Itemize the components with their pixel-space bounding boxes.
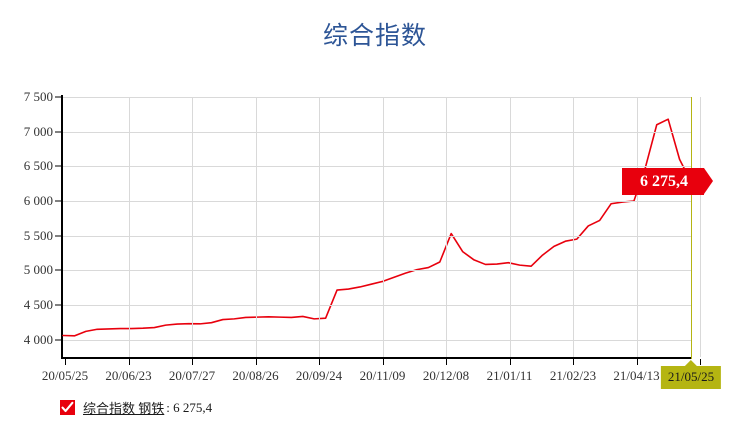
y-axis-tick-label: 4 500: [23, 297, 53, 312]
legend-series-value: : 6 275,4: [166, 399, 213, 415]
x-axis-tick-label: 20/12/08: [422, 368, 470, 383]
gridline-vertical: [319, 97, 320, 357]
x-axis-tick: [573, 359, 574, 365]
y-axis-tick-label: 4 000: [23, 331, 53, 347]
y-axis-tick-label: 6 500: [23, 158, 53, 174]
x-axis-cursor-label[interactable]: 21/05/25: [660, 360, 722, 389]
plot-area[interactable]: [62, 97, 701, 357]
x-axis-tick: [509, 359, 511, 365]
x-axis-tick-label: 21/04/13: [613, 368, 660, 383]
page-title: 综合指数: [322, 23, 427, 50]
legend-checkbox-icon[interactable]: [60, 400, 75, 415]
gridline-horizontal: [63, 97, 691, 98]
y-axis-tick: [55, 269, 61, 271]
gridline-vertical: [636, 97, 638, 357]
gridline-horizontal: [63, 235, 691, 237]
y-axis-tick-label: 6 000: [23, 193, 53, 208]
x-axis-tick-label: 21/01/11: [486, 368, 533, 383]
y-axis-line: [61, 95, 63, 359]
x-axis-tick-label: 20/05/25: [41, 368, 89, 383]
y-axis-tick: [55, 165, 61, 167]
gridline-horizontal: [63, 305, 691, 306]
gridline-vertical: [192, 97, 193, 357]
x-axis-tick-label: 20/07/27: [168, 368, 216, 383]
x-axis-tick-label: 20/11/09: [359, 368, 406, 383]
gridline-vertical: [128, 97, 130, 357]
gridline-vertical: [446, 97, 447, 357]
cursor-line: [691, 97, 692, 359]
y-axis-tick-label: 7 500: [23, 89, 53, 104]
gridline-vertical: [509, 97, 511, 357]
y-axis-tick: [55, 235, 61, 237]
gridline-horizontal: [63, 270, 691, 272]
gridline-horizontal: [63, 339, 691, 341]
y-axis-tick: [55, 131, 61, 133]
x-axis-tick-label: 21/02/23: [549, 368, 597, 383]
x-axis-line: [61, 357, 692, 359]
gridline-vertical: [255, 97, 257, 357]
x-axis-tick: [636, 359, 638, 365]
y-axis-tick-label: 5 000: [23, 262, 53, 278]
y-axis-labels: 4 000 4 500 5 000 5 500 6 000 6 500 7 000 7 500: [0, 0, 53, 428]
y-axis-tick-label: 5 500: [23, 227, 53, 243]
x-axis-tick: [382, 359, 384, 365]
x-axis-tick-label: 20/09/24: [295, 368, 343, 383]
gridline-vertical: [700, 97, 701, 357]
series-path: [62, 118, 692, 337]
x-axis-tick-label: 20/08/26: [232, 368, 279, 383]
x-axis-tick: [192, 359, 193, 365]
x-axis-tick: [65, 359, 66, 365]
y-axis-tick: [55, 339, 61, 341]
x-axis-tick: [700, 359, 701, 365]
series-line-comprehensive-index: [62, 118, 692, 337]
x-axis-tick: [319, 359, 320, 365]
value-callout-badge: 6 275,4: [622, 168, 713, 196]
y-axis-tick: [55, 304, 61, 306]
gridline-horizontal: [63, 166, 691, 168]
x-axis-tick: [128, 359, 130, 365]
x-axis-tick-label: 20/06/23: [105, 368, 152, 383]
gridline-horizontal: [63, 201, 691, 202]
x-axis-tick: [255, 359, 257, 365]
x-axis-tick: [446, 359, 447, 365]
legend[interactable]: 综合指数 钢铁 : 6 275,4: [60, 398, 212, 417]
y-axis-tick: [55, 96, 61, 98]
legend-series-name[interactable]: 综合指数 钢铁: [83, 401, 165, 416]
y-axis-tick: [55, 200, 61, 202]
gridline-vertical: [573, 97, 574, 357]
gridline-horizontal: [63, 131, 691, 133]
gridline-vertical: [382, 97, 384, 357]
y-axis-tick-label: 7 000: [23, 123, 53, 139]
